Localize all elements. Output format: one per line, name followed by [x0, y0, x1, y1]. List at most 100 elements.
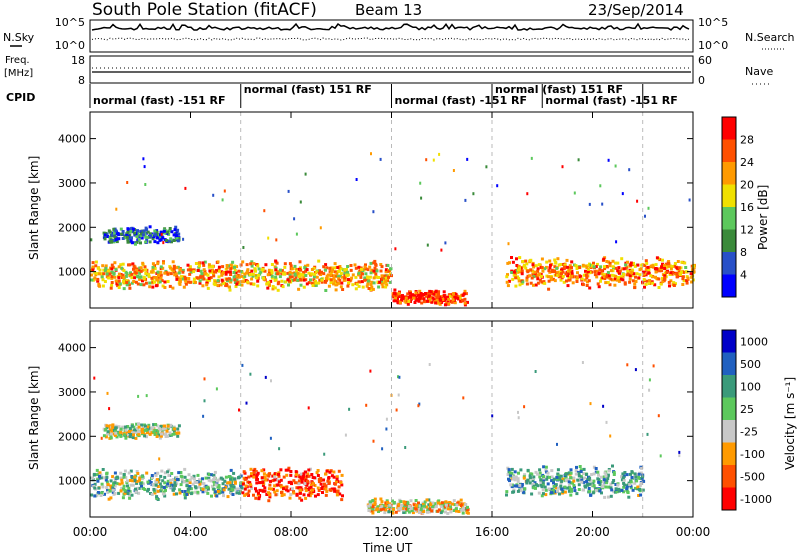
scatter-cell: [683, 261, 687, 265]
scatter-cell: [151, 237, 155, 241]
scatter-cell: [91, 478, 95, 482]
scatter-cell: [198, 279, 202, 283]
scatter-cell: [289, 470, 293, 473]
scatter-cell: [455, 509, 458, 513]
scatter-cell: [102, 268, 106, 272]
scatter-cell: [171, 478, 175, 481]
scatter-cell: [135, 240, 139, 244]
scatter-cell: [675, 275, 679, 279]
scatter-cell: [333, 279, 337, 283]
scatter-cell: [102, 272, 106, 276]
scatter-cell: [349, 268, 353, 272]
scatter-cell: [93, 276, 97, 280]
scatter-cell: [552, 477, 556, 481]
scatter-cell: [672, 284, 676, 287]
scatter-cell: [392, 507, 395, 511]
scatter-cell: [240, 486, 244, 490]
scatter-cell: [157, 274, 160, 277]
scatter-cell: [154, 423, 158, 426]
scatter-cell: [117, 265, 121, 269]
scatter-cell: [290, 267, 294, 271]
scatter-cell: [130, 241, 134, 245]
scatter-cell: [290, 271, 294, 275]
scatter-cell: [288, 275, 292, 279]
scatter-cell: [634, 475, 638, 479]
scatter-cell: [402, 511, 406, 514]
scatter-cell: [659, 454, 662, 458]
scatter-cell: [679, 273, 682, 277]
scatter-cell: [169, 481, 173, 485]
scatter-cell: [276, 288, 280, 292]
scatter-cell: [172, 432, 176, 436]
scatter-cell: [177, 424, 181, 428]
scatter-cell: [620, 257, 624, 261]
scatter-cell: [312, 278, 316, 282]
scatter-cell: [593, 270, 597, 274]
scatter-cell: [434, 289, 438, 293]
scatter-cell: [417, 404, 420, 408]
scatter-cell: [657, 414, 660, 418]
scatter-cell: [110, 429, 114, 433]
scatter-cell: [680, 260, 684, 264]
scatter-cell: [519, 468, 523, 472]
scatter-cell: [508, 471, 512, 475]
scatter-cell: [271, 479, 275, 483]
scatter-cell: [139, 283, 143, 287]
scatter-cell: [381, 507, 385, 511]
scatter-cell: [276, 483, 280, 487]
scatter-cell: [550, 469, 554, 473]
scatter-cell: [543, 485, 547, 489]
scatter-cell: [306, 488, 310, 491]
scatter-cell: [173, 228, 177, 232]
scatter-cell: [153, 264, 157, 268]
scatter-cell: [422, 300, 426, 304]
scatter-cell: [256, 284, 260, 288]
scatter-cell: [388, 507, 392, 511]
scatter-cell: [435, 502, 438, 506]
scatter-cell: [160, 232, 163, 236]
scatter-cell: [592, 465, 596, 469]
scatter-cell: [294, 275, 298, 279]
scatter-cell: [302, 285, 306, 289]
scatter-cell: [373, 503, 377, 507]
scatter-cell: [219, 283, 223, 287]
scatter-cell: [505, 493, 508, 497]
scatter-cell: [563, 485, 567, 489]
scatter-cell: [252, 262, 256, 266]
y-tick-label: 2000: [58, 221, 86, 234]
scatter-cell: [166, 230, 170, 234]
scatter-cell: [119, 489, 123, 493]
scatter-cell: [599, 265, 603, 269]
scatter-cell: [223, 281, 227, 285]
scatter-cell: [431, 505, 434, 508]
scatter-cell: [165, 429, 169, 433]
scatter-cell: [129, 239, 133, 243]
scatter-cell: [337, 469, 341, 473]
scatter-cell: [151, 476, 154, 479]
scatter-cell: [134, 242, 137, 246]
scatter-cell: [429, 295, 433, 299]
scatter-cell: [114, 229, 118, 233]
colorbar-segment: [722, 487, 736, 510]
scatter-cell: [267, 280, 271, 284]
scatter-cell: [317, 259, 321, 263]
scatter-cell: [396, 300, 400, 304]
scatter-cell: [305, 282, 309, 286]
scatter-cell: [246, 280, 250, 284]
scatter-cell: [283, 262, 287, 266]
scatter-cell: [370, 268, 374, 272]
freq-tick-high: 18: [71, 54, 85, 67]
scatter-cell: [394, 510, 398, 514]
scatter-cell: [194, 262, 198, 265]
scatter-cell: [261, 489, 265, 493]
scatter-cell: [235, 491, 239, 495]
scatter-cell: [192, 270, 196, 274]
scatter-cell: [168, 434, 172, 437]
scatter-cell: [156, 278, 160, 282]
scatter-cell: [146, 431, 149, 435]
scatter-cell: [519, 489, 523, 493]
scatter-cell: [186, 268, 190, 272]
scatter-cell: [300, 498, 304, 502]
scatter-cell: [570, 489, 573, 493]
scatter-cell: [221, 482, 225, 486]
